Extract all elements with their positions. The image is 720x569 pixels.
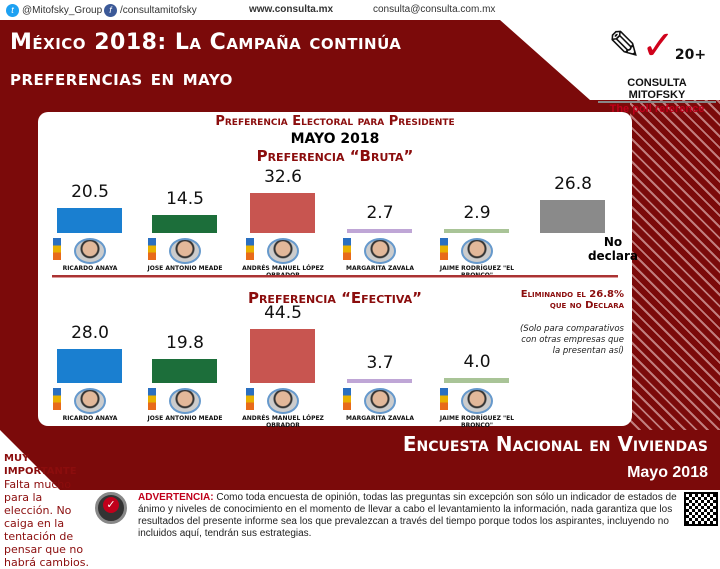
bruta-label: Preferencia “Bruta” <box>256 147 414 165</box>
decorative-lattice <box>630 100 720 430</box>
data-label: 28.0 <box>71 323 109 344</box>
data-label: 26.8 <box>554 174 592 195</box>
survey-date: Mayo 2018 <box>627 464 708 481</box>
warning-text: ADVERTENCIA: Como toda encuesta de opini… <box>138 492 677 539</box>
efectiva-note: (Solo para comparativos con otras empresa… <box>519 324 624 356</box>
data-label: 14.5 <box>166 189 204 210</box>
candidate-label: JAIME RODRÍGUEZ "EL BRONCO" <box>432 238 522 279</box>
data-label: 4.0 <box>463 352 491 373</box>
party-logo-icon <box>246 388 254 410</box>
qr-code[interactable] <box>684 492 718 526</box>
party-logo-icon <box>148 388 156 410</box>
divider <box>52 275 618 278</box>
page-subtitle: preferencias en mayo <box>10 66 233 91</box>
candidate-photo <box>267 388 299 414</box>
page-title: México 2018: La Campaña continúa <box>10 30 402 55</box>
efectiva-note-title: Eliminando el 26.8% que no Declara <box>520 289 624 311</box>
party-logo-icon <box>53 388 61 410</box>
candidate-label: ANDRÉS MANUEL LÓPEZ OBRADOR <box>238 388 328 429</box>
candidate-photo <box>267 238 299 264</box>
candidate-label: MARGARITA ZAVALA <box>335 388 425 422</box>
candidate-photo <box>364 238 396 264</box>
party-logo-icon <box>246 238 254 260</box>
candidate-label: JAIME RODRÍGUEZ "EL BRONCO" <box>432 388 522 429</box>
party-logo-icon <box>440 388 448 410</box>
party-logo-icon <box>343 388 351 410</box>
data-label: 20.5 <box>71 181 109 202</box>
party-logo-icon <box>343 238 351 260</box>
bar <box>152 215 217 233</box>
bar <box>57 207 122 233</box>
data-label: 3.7 <box>366 352 394 373</box>
data-label: 19.8 <box>166 333 204 354</box>
bar <box>152 359 217 383</box>
candidate-label: MARGARITA ZAVALA <box>335 238 425 272</box>
twitter-icon: t <box>6 4 19 17</box>
chart-card: Preferencia Electoral para Presidente MA… <box>38 112 638 429</box>
bar <box>444 378 509 383</box>
consulta-mitofsky-logo: ✎✓20+ CONSULTA MITOFSKY The poll referen… <box>598 24 716 115</box>
tracking-poll-logo <box>95 492 127 524</box>
bar <box>250 329 315 383</box>
facebook-icon: f <box>104 4 117 17</box>
twitter-link[interactable]: @Mitofsky_Group <box>22 5 103 17</box>
candidate-label: JOSE ANTONIO MEADE <box>140 388 230 422</box>
bar <box>347 378 412 383</box>
candidate-photo <box>74 238 106 264</box>
candidate-label: ANDRÉS MANUEL LÓPEZ OBRADOR <box>238 238 328 279</box>
party-logo-icon <box>440 238 448 260</box>
candidate-photo <box>169 238 201 264</box>
chart-subtitle: MAYO 2018 <box>290 131 380 147</box>
candidate-photo <box>169 388 201 414</box>
candidate-photo <box>461 238 493 264</box>
important-note: MUY IMPORTANTE Falta mucho para la elecci… <box>4 453 89 569</box>
party-logo-icon <box>148 238 156 260</box>
facebook-link[interactable]: /consultamitofsky <box>120 5 197 17</box>
candidate-photo <box>74 388 106 414</box>
survey-title: Encuesta Nacional en Viviendas <box>402 432 708 456</box>
candidate-label: RICARDO ANAYA <box>45 388 135 422</box>
website-link[interactable]: www.consulta.mx <box>249 4 334 15</box>
party-logo-icon <box>53 238 61 260</box>
bar <box>444 229 509 233</box>
candidate-photo <box>364 388 396 414</box>
data-label: 2.9 <box>463 203 491 223</box>
bar <box>57 349 122 383</box>
candidate-label: RICARDO ANAYA <box>45 238 135 272</box>
bar <box>250 192 315 233</box>
data-label: 44.5 <box>264 303 302 324</box>
candidate-photo <box>461 388 493 414</box>
chart-title: Preferencia Electoral para Presidente <box>215 114 455 129</box>
no-declara-label: No declara <box>587 235 639 263</box>
data-label: 2.7 <box>366 203 394 223</box>
top-bar: t @Mitofsky_Group f/consultamitofsky www.… <box>6 2 720 18</box>
efectiva-label: Preferencia “Efectiva” <box>247 289 423 307</box>
bar <box>540 200 605 233</box>
email-link[interactable]: consulta@consulta.com.mx <box>373 4 496 15</box>
bar <box>347 229 412 233</box>
data-label: 32.6 <box>264 166 302 187</box>
candidate-label: JOSE ANTONIO MEADE <box>140 238 230 272</box>
